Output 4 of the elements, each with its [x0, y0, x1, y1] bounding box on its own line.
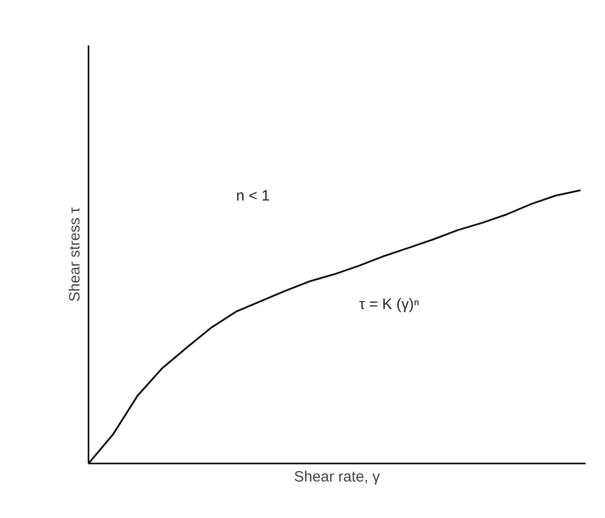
x-axis-title: Shear rate, γ	[294, 468, 380, 486]
annotation: τ = K (γ)ⁿ	[359, 296, 420, 314]
annotation: n < 1	[236, 187, 270, 204]
y-axis-title: Shear stress τ	[66, 207, 84, 302]
